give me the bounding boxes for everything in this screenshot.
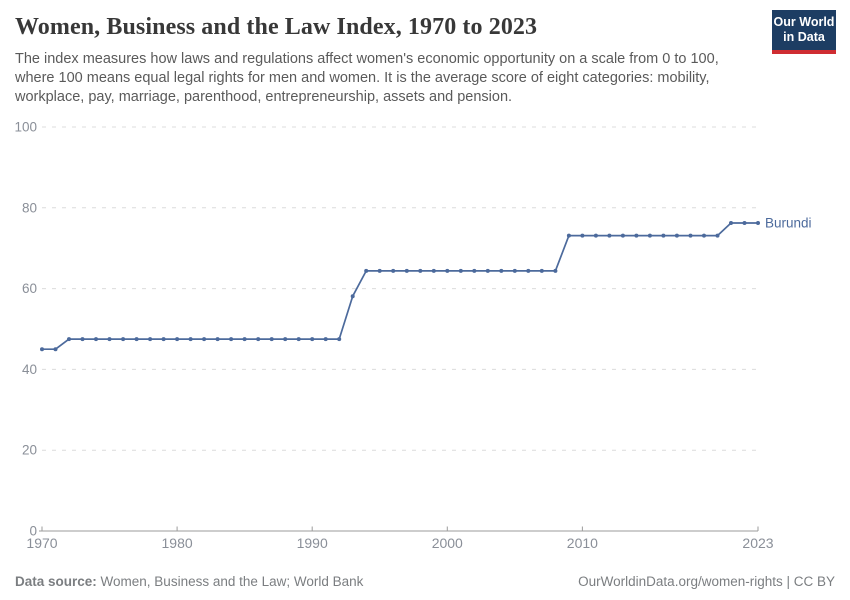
chart-footer: Data source: Women, Business and the Law… <box>15 574 835 589</box>
data-point[interactable] <box>148 337 153 342</box>
y-axis-tick-label: 80 <box>22 200 37 215</box>
data-point[interactable] <box>310 337 315 342</box>
data-point[interactable] <box>756 221 760 225</box>
data-point[interactable] <box>107 337 112 342</box>
data-source-label: Data source: <box>15 574 97 589</box>
x-axis-tick-label: 2010 <box>567 535 598 551</box>
x-axis-tick-label: 2023 <box>742 535 773 551</box>
credit-link[interactable]: OurWorldinData.org/women-rights | CC BY <box>578 574 835 589</box>
data-point[interactable] <box>566 233 571 238</box>
data-point[interactable] <box>742 221 747 225</box>
data-point[interactable] <box>161 337 166 342</box>
chart-title: Women, Business and the Law Index, 1970 … <box>15 14 538 40</box>
y-axis-tick-label: 60 <box>22 281 37 296</box>
data-point[interactable] <box>607 233 612 238</box>
data-point[interactable] <box>202 337 207 342</box>
data-point[interactable] <box>674 233 679 238</box>
data-point[interactable] <box>242 337 247 342</box>
series-line[interactable] <box>42 222 758 351</box>
data-point[interactable] <box>445 268 450 273</box>
data-point[interactable] <box>134 337 139 342</box>
x-axis-tick-label: 1980 <box>162 535 193 551</box>
data-point[interactable] <box>512 268 517 273</box>
data-point[interactable] <box>729 221 733 225</box>
data-point[interactable] <box>499 268 504 273</box>
data-point[interactable] <box>350 294 355 299</box>
owid-logo-line1: Our World <box>773 15 835 29</box>
data-point[interactable] <box>337 337 342 342</box>
chart-header: Women, Business and the Law Index, 1970 … <box>15 14 835 107</box>
data-point[interactable] <box>472 268 477 273</box>
data-point[interactable] <box>364 268 369 273</box>
data-source-note: Data source: Women, Business and the Law… <box>15 574 363 589</box>
data-point[interactable] <box>418 268 423 273</box>
data-point[interactable] <box>391 268 396 273</box>
data-point[interactable] <box>377 268 382 273</box>
data-point[interactable] <box>80 337 85 342</box>
y-axis-tick-label: 0 <box>29 524 37 539</box>
data-point[interactable] <box>67 337 71 342</box>
line-chart-canvas[interactable]: 0 20 40 60 80 100 1970 1980 1990 2000 2010 2023 Buru… <box>0 115 850 565</box>
data-point[interactable] <box>323 337 328 342</box>
data-point[interactable] <box>283 337 288 342</box>
data-source-value: Women, Business and the Law; World Bank <box>96 574 364 589</box>
x-axis-tick-label: 1990 <box>297 535 328 551</box>
owid-logo[interactable]: Our World in Data <box>772 10 836 54</box>
y-axis-tick-label: 100 <box>14 120 37 135</box>
y-axis-tick-label: 40 <box>22 362 37 377</box>
series-entity-label[interactable]: Burundi <box>765 215 812 230</box>
data-point[interactable] <box>256 337 261 342</box>
data-point[interactable] <box>296 337 301 342</box>
data-point[interactable] <box>647 233 652 238</box>
data-point[interactable] <box>188 337 193 342</box>
data-point[interactable] <box>688 233 693 238</box>
data-point[interactable] <box>175 337 180 342</box>
data-point[interactable] <box>215 337 220 342</box>
data-point[interactable] <box>458 268 463 273</box>
data-point[interactable] <box>94 337 98 342</box>
data-point[interactable] <box>539 268 544 273</box>
x-axis-tick-label: 1970 <box>26 535 57 551</box>
chart-subtitle: The index measures how laws and regulati… <box>15 51 719 105</box>
data-point[interactable] <box>702 233 706 238</box>
data-point[interactable] <box>40 347 44 352</box>
data-point[interactable] <box>580 233 585 238</box>
data-point[interactable] <box>553 268 558 273</box>
chart-area: 0 20 40 60 80 100 1970 1980 1990 2000 2010 2023 Buru… <box>0 115 850 570</box>
data-point[interactable] <box>620 233 625 238</box>
data-point[interactable] <box>715 233 720 238</box>
data-point[interactable] <box>634 233 639 238</box>
y-axis-tick-label: 20 <box>22 443 37 458</box>
x-axis-tick-label: 2000 <box>432 535 463 551</box>
data-point[interactable] <box>121 337 126 342</box>
data-point[interactable] <box>269 337 274 342</box>
data-point[interactable] <box>526 268 531 273</box>
data-point[interactable] <box>404 268 409 273</box>
data-point[interactable] <box>593 233 598 238</box>
data-point[interactable] <box>661 233 666 238</box>
data-point[interactable] <box>229 337 234 342</box>
data-point[interactable] <box>53 347 58 352</box>
owid-logo-line2: in Data <box>783 30 825 44</box>
data-point[interactable] <box>431 268 436 273</box>
data-point[interactable] <box>485 268 490 273</box>
